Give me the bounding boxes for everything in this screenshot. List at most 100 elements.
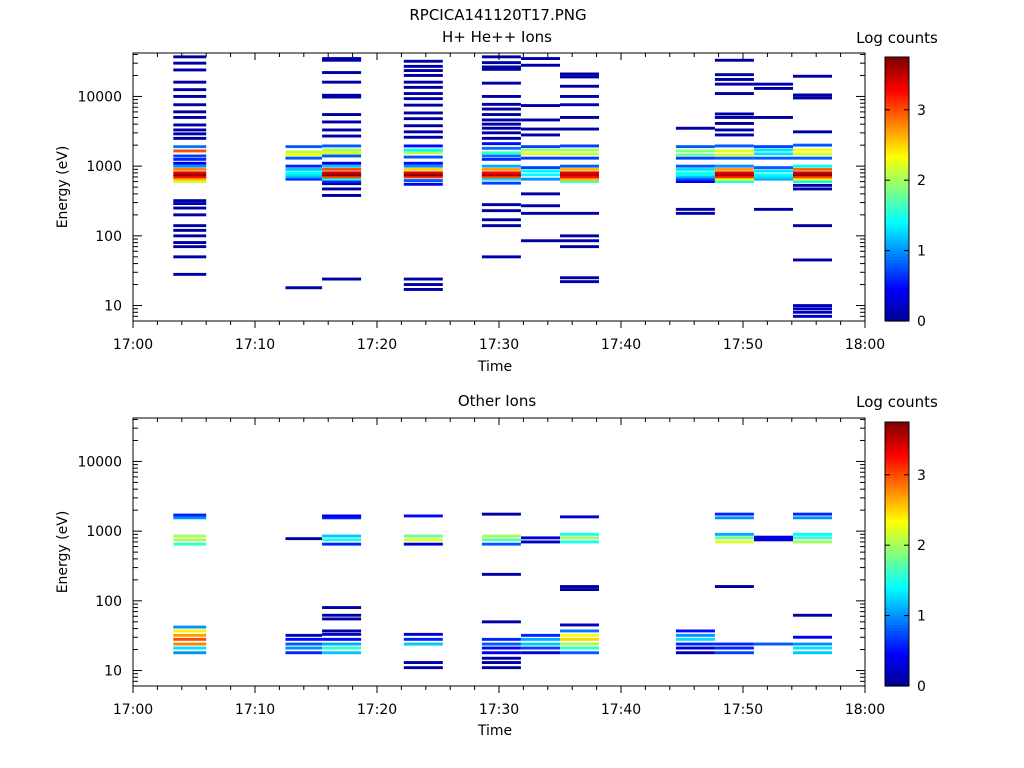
colorbar-swatch xyxy=(885,463,909,467)
heatmap-cell xyxy=(521,651,560,655)
heatmap-cell xyxy=(173,255,207,259)
x-tick-label: 17:10 xyxy=(235,702,275,718)
heatmap-cell xyxy=(675,651,715,655)
colorbar-swatch xyxy=(885,274,909,278)
heatmap-cell xyxy=(521,633,560,637)
heatmap-cell xyxy=(793,171,832,175)
colorbar-swatch xyxy=(885,150,909,155)
colorbar-tick-label: 2 xyxy=(917,538,926,554)
colorbar-swatch xyxy=(885,451,909,455)
colorbar-swatch xyxy=(885,424,909,429)
colorbar-swatch xyxy=(885,498,909,502)
colorbar-swatch xyxy=(885,180,909,184)
x-tick-label: 17:40 xyxy=(601,702,641,718)
y-tick-label: 10 xyxy=(104,664,122,680)
colorbar-swatch xyxy=(885,177,909,181)
colorbar-swatch xyxy=(885,647,909,652)
panel-title: H+ He++ Ions xyxy=(442,28,552,46)
heatmap-cell xyxy=(481,146,521,150)
colorbar-swatch xyxy=(885,130,909,134)
heatmap-cell xyxy=(560,156,599,160)
heatmap-cell xyxy=(322,514,362,518)
heatmap-cell xyxy=(173,123,207,127)
colorbar-swatch xyxy=(885,483,909,488)
panel-title: Other Ions xyxy=(458,392,536,410)
colorbar-swatch xyxy=(885,530,909,535)
heatmap-cell xyxy=(322,617,362,621)
heatmap-cell xyxy=(675,642,715,646)
heatmap-cell xyxy=(173,625,207,629)
heatmap-cell xyxy=(173,642,207,646)
colorbar-swatch xyxy=(885,206,909,211)
x-tick-label: 17:00 xyxy=(113,337,153,353)
heatmap-cell xyxy=(481,126,521,130)
heatmap-cell xyxy=(322,646,362,650)
heatmap-cell xyxy=(793,307,832,311)
heatmap-cell xyxy=(173,145,207,149)
colorbar-swatch xyxy=(885,460,909,464)
heatmap-cell xyxy=(403,144,443,148)
colorbar-swatch xyxy=(885,539,909,543)
colorbar-swatch xyxy=(885,545,909,549)
colorbar-tick-label: 0 xyxy=(917,314,926,330)
colorbar-swatch xyxy=(885,439,909,444)
heatmap-cell xyxy=(322,134,362,138)
heatmap-cell xyxy=(322,57,362,60)
heatmap-cell xyxy=(560,280,599,284)
colorbar-swatch xyxy=(885,621,909,625)
colorbar-swatch xyxy=(885,183,909,187)
heatmap-cell xyxy=(481,646,521,650)
heatmap-cell xyxy=(675,164,715,168)
colorbar-swatch xyxy=(885,209,909,214)
heatmap-cell xyxy=(714,536,754,540)
heatmap-cell xyxy=(521,63,560,67)
heatmap-cell xyxy=(714,532,754,536)
heatmap-cell xyxy=(403,155,443,159)
heatmap-cell xyxy=(560,637,599,641)
heatmap-cell xyxy=(714,144,754,148)
colorbar-swatch xyxy=(885,268,909,272)
colorbar-swatch xyxy=(885,636,909,640)
heatmap-cell xyxy=(285,167,323,171)
heatmap-cell xyxy=(675,633,715,637)
heatmap-cell xyxy=(754,145,793,149)
colorbar-tick-label: 2 xyxy=(917,173,926,189)
heatmap-cell xyxy=(481,131,521,135)
heatmap-cell xyxy=(754,175,793,179)
heatmap-cell xyxy=(754,642,793,646)
heatmap-cell xyxy=(481,164,521,168)
colorbar-swatch xyxy=(885,457,909,461)
heatmap-cell xyxy=(173,161,207,165)
heatmap-cell xyxy=(793,646,832,650)
colorbar-swatch xyxy=(885,492,909,496)
heatmap-cell xyxy=(173,177,207,181)
heatmap-cell xyxy=(675,629,715,633)
heatmap-cell xyxy=(793,96,832,100)
colorbar-swatch xyxy=(885,677,909,681)
colorbar-swatch xyxy=(885,510,909,514)
colorbar-swatch xyxy=(885,471,909,476)
heatmap-cell xyxy=(754,177,793,181)
heatmap-cell xyxy=(481,61,521,65)
colorbar-swatch xyxy=(885,466,909,470)
heatmap-cell xyxy=(322,144,362,148)
colorbar-swatch xyxy=(885,430,909,435)
colorbar-swatch xyxy=(885,565,909,570)
heatmap-cell xyxy=(322,642,362,646)
heatmap-cell xyxy=(793,224,832,228)
colorbar-swatch xyxy=(885,124,909,128)
heatmap-cell xyxy=(322,164,362,168)
heatmap-cell xyxy=(560,651,599,655)
heatmap-cell xyxy=(675,126,715,130)
heatmap-cell xyxy=(560,515,599,519)
heatmap-cell xyxy=(560,103,599,107)
colorbar-tick-label: 1 xyxy=(917,609,926,625)
colorbar-swatch xyxy=(885,600,909,605)
colorbar-swatch xyxy=(885,615,909,620)
heatmap-cell xyxy=(173,542,207,546)
colorbar-swatch xyxy=(885,98,909,102)
heatmap-cell xyxy=(481,542,521,546)
heatmap-cell xyxy=(403,175,443,179)
heatmap-cell xyxy=(675,177,715,181)
colorbar-swatch xyxy=(885,586,909,590)
